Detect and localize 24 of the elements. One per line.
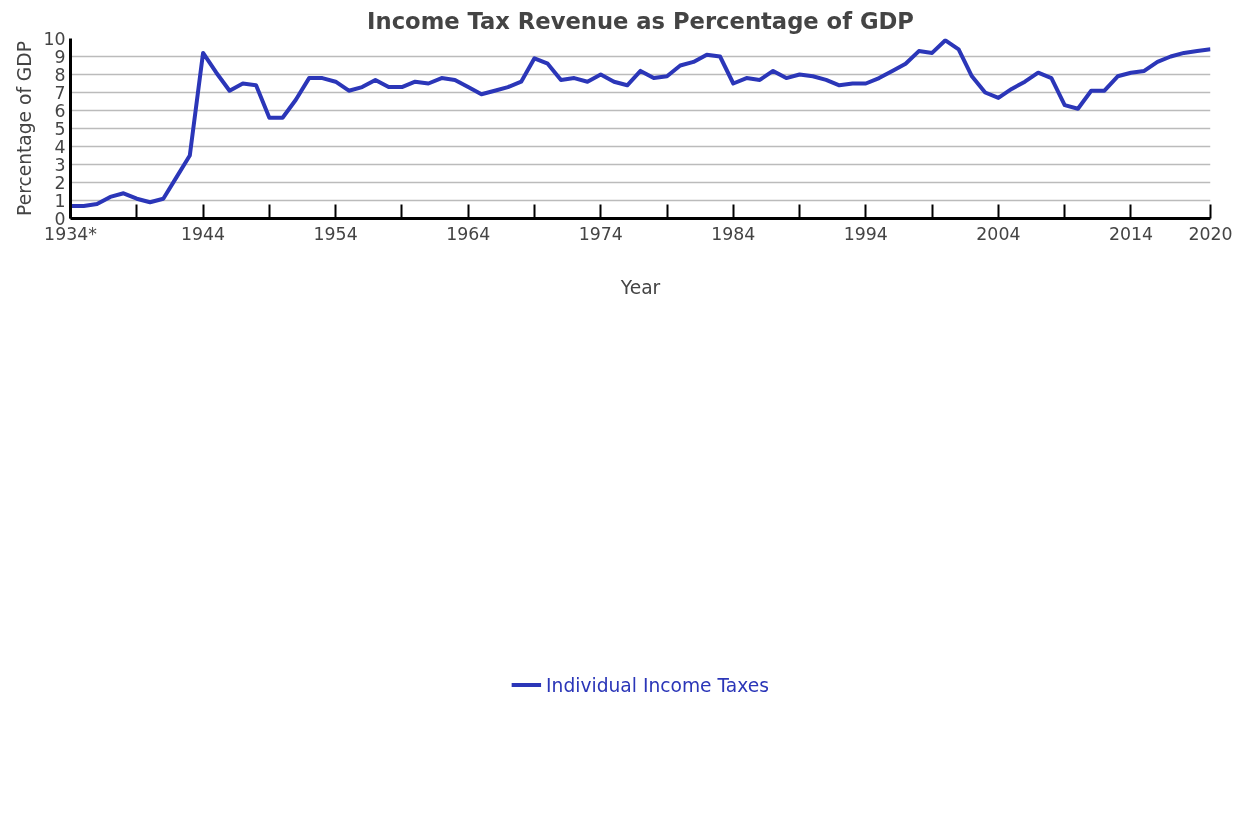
x-tick-label: 1964	[446, 223, 491, 244]
x-tick-label: 1954	[313, 223, 358, 244]
y-tick-label: 6	[54, 101, 66, 121]
y-tick-label: 10	[43, 29, 66, 49]
y-tick-label: 2	[54, 173, 66, 193]
line-series	[70, 38, 1211, 208]
y-tick-label: 1	[54, 191, 66, 211]
x-axis-title: Year	[619, 276, 661, 298]
x-tick-label: 2020	[1188, 223, 1233, 244]
legend-label: Individual Income Taxes	[546, 674, 769, 696]
x-tick-label: 2004	[976, 223, 1021, 244]
y-tick-label: 5	[54, 119, 66, 139]
y-tick-label: 4	[54, 137, 66, 157]
y-tick-label: 9	[54, 47, 66, 67]
x-tick-label: 1994	[843, 223, 888, 244]
y-tick-label: 3	[54, 155, 66, 175]
y-tick-label: 8	[54, 65, 66, 85]
y-tick-label: 7	[54, 83, 66, 103]
y-axis-title: Percentage of GDP	[14, 41, 36, 216]
chart-title: Income Tax Revenue as Percentage of GDP	[367, 7, 914, 34]
x-tick-label: 2014	[1108, 223, 1154, 244]
x-tick-label: 1984	[711, 223, 756, 244]
x-tick-label: 1974	[578, 223, 623, 244]
x-tick-label: 1944	[181, 223, 226, 244]
